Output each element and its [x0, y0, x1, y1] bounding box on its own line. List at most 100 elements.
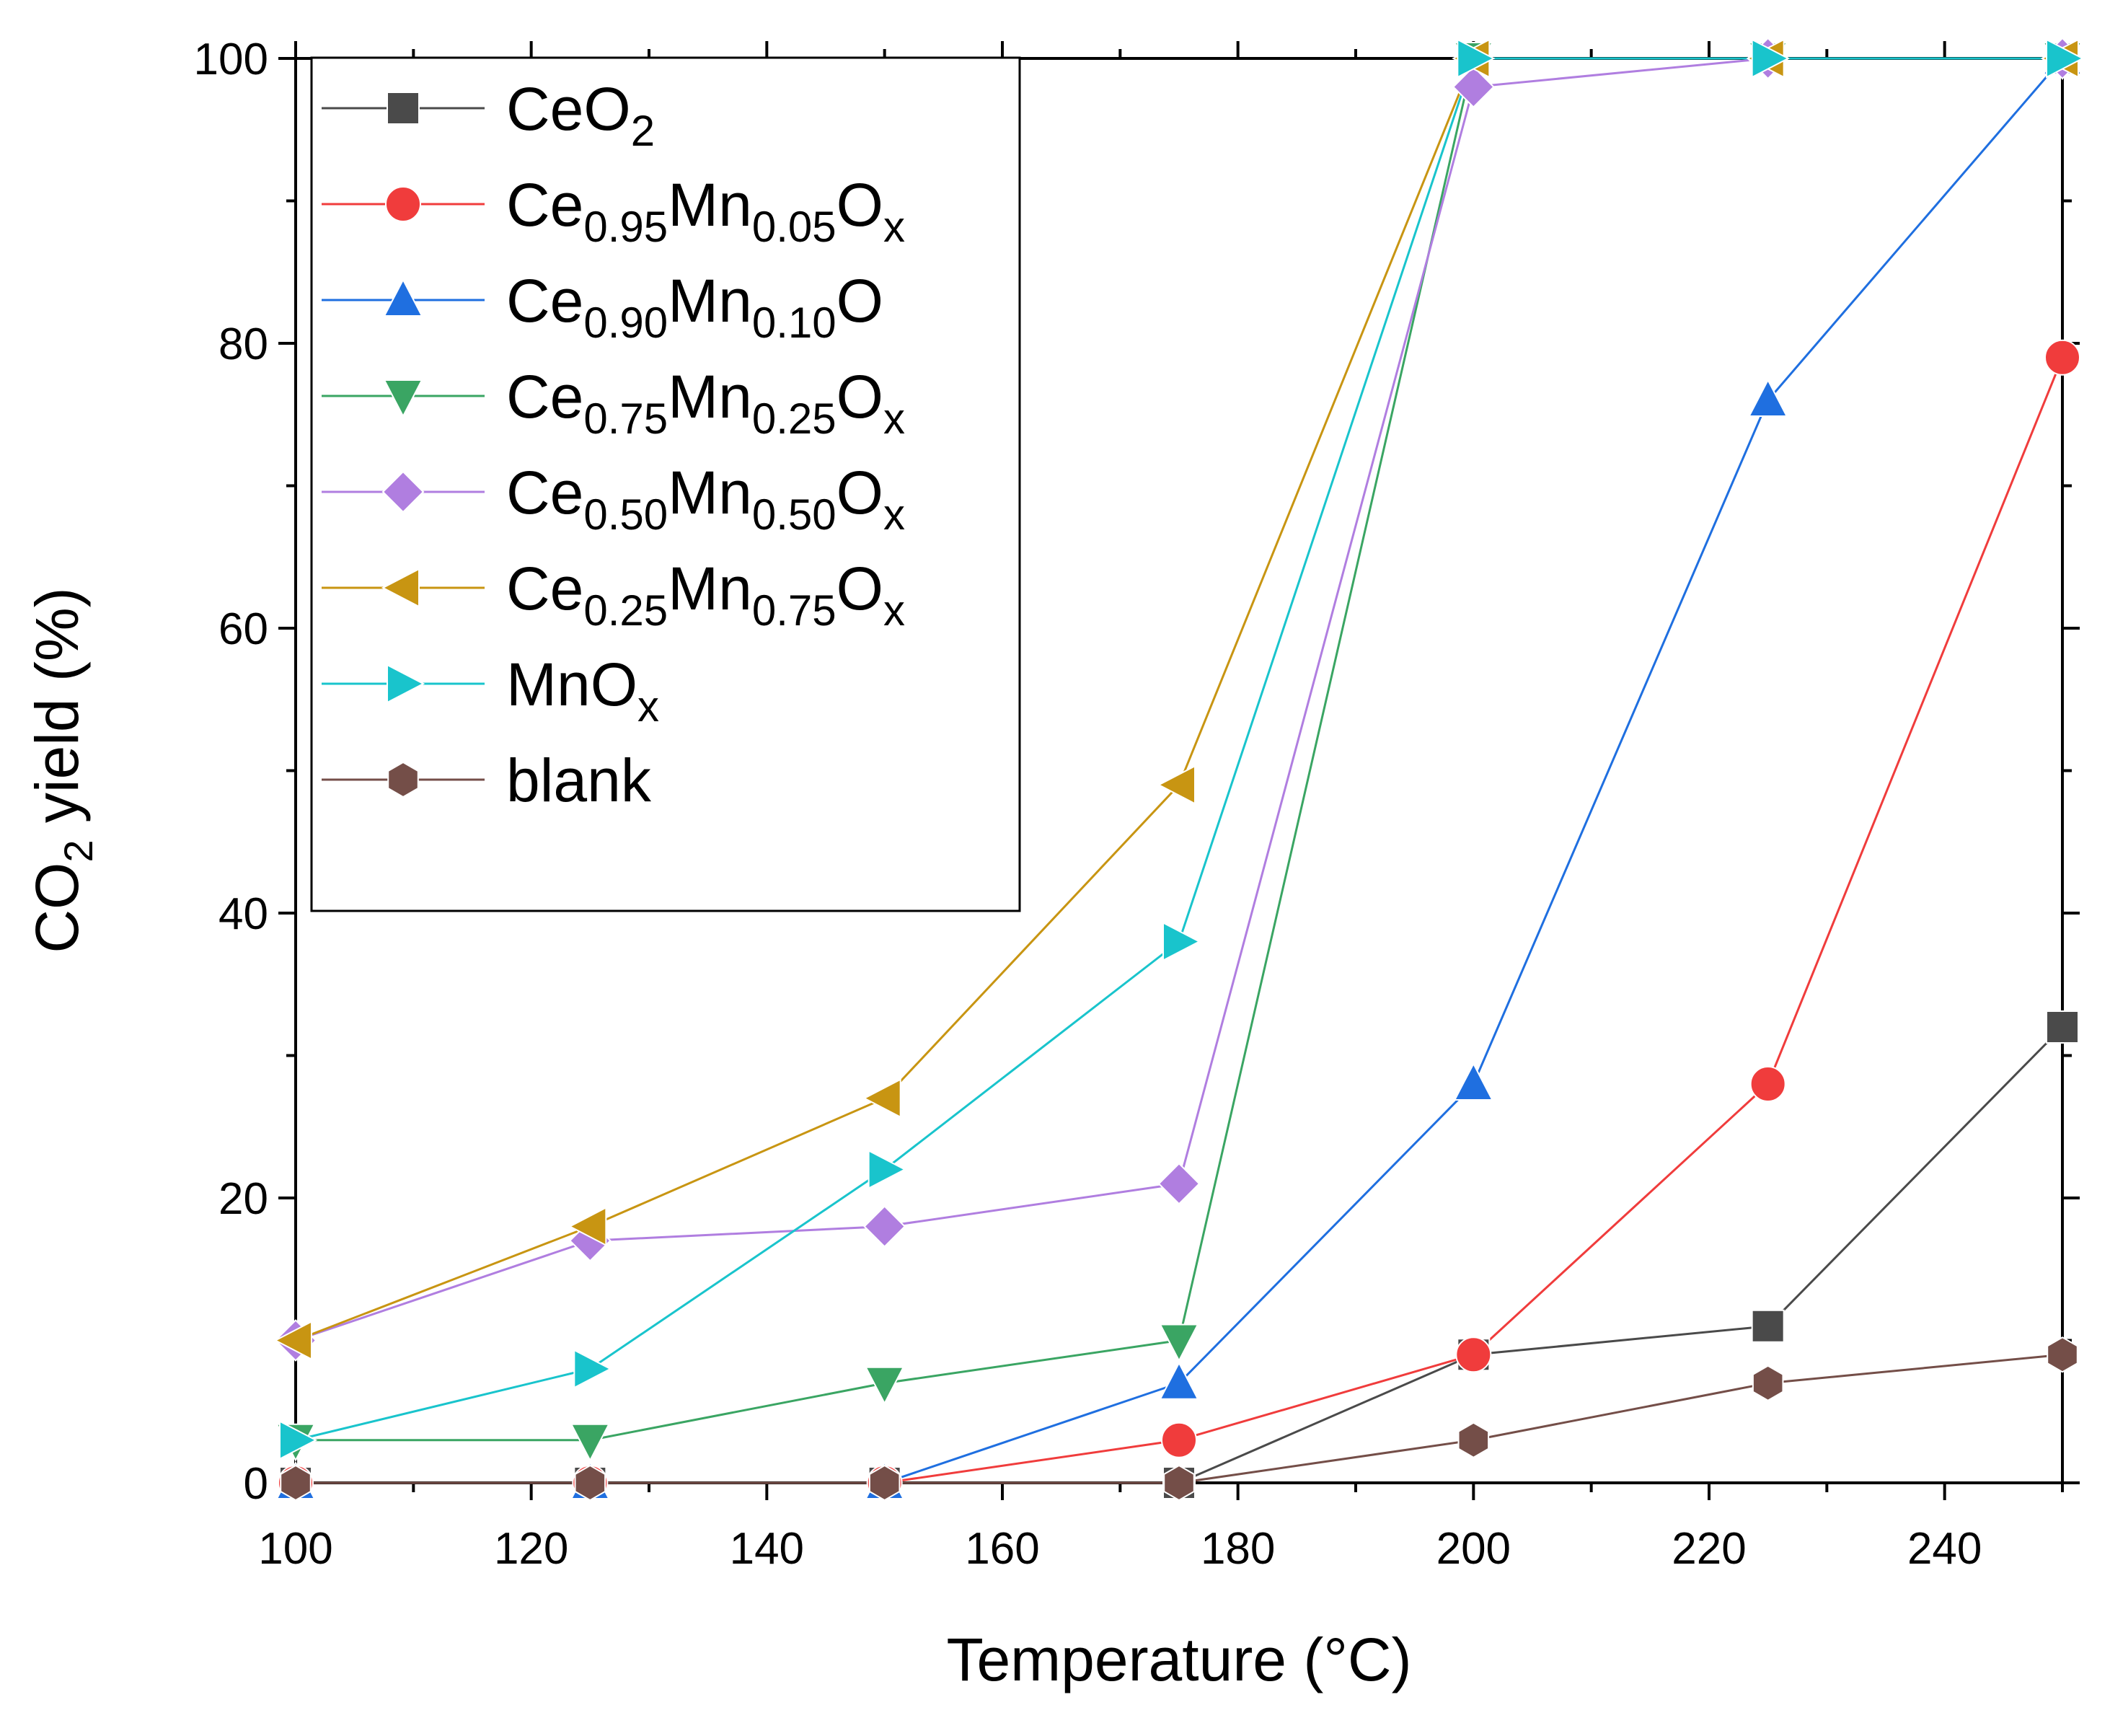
legend-label-subscript: 0.50: [752, 490, 837, 539]
data-point-blank: [280, 1464, 312, 1502]
legend-box: [310, 56, 1021, 912]
x-tick-label: 220: [1672, 1524, 1746, 1574]
legend-label-text: O: [837, 555, 883, 622]
data-point-blank: [2047, 1336, 2078, 1373]
legend-label-subscript: x: [883, 490, 905, 539]
legend-label-text: O: [837, 363, 883, 431]
data-point-ce0-90mn0-10o: [1159, 1361, 1199, 1400]
y-axis-title-rest: yield (%): [23, 587, 91, 840]
data-point-ce0-95mn0-05ox: [1749, 1066, 1786, 1102]
legend-label-ceo2: CeO2: [506, 75, 655, 155]
legend-label-text: O: [837, 267, 883, 335]
data-point-mnox: [1751, 38, 1790, 79]
data-point-ce0-25mn0-75ox: [273, 1320, 312, 1361]
legend-label-subscript: 0.25: [583, 586, 668, 635]
data-point-blank: [1457, 1422, 1490, 1458]
legend-label-ce0-50mn0-50ox: Ce0.50Mn0.50Ox: [506, 459, 905, 539]
legend-label-ce0-90mn0-10o: Ce0.90Mn0.10O: [506, 267, 883, 347]
legend-label-mnox: MnOx: [506, 651, 659, 731]
legend-label-subscript: 0.95: [583, 203, 668, 251]
legend-label-text: Ce: [506, 267, 583, 335]
data-point-ce0-50mn0-50ox: [863, 1205, 906, 1248]
legend: CeO2Ce0.95Mn0.05OxCe0.90Mn0.10OCe0.75Mn0…: [310, 56, 1021, 912]
legend-label-text: Mn: [668, 171, 752, 239]
legend-marker-mnox: [387, 664, 425, 704]
y-tick-label: 20: [218, 1174, 268, 1224]
legend-label-subscript: 2: [631, 107, 655, 155]
legend-marker-ce0-75mn0-25ox: [383, 379, 423, 418]
legend-label-subscript: x: [883, 395, 905, 443]
data-point-mnox: [868, 1149, 906, 1190]
data-point-blank: [574, 1464, 606, 1502]
y-tick-label: 60: [218, 604, 268, 654]
data-point-mnox: [1457, 38, 1496, 79]
data-point-mnox: [2046, 38, 2085, 79]
legend-label-subscript: 0.75: [583, 395, 668, 443]
y-axis-title: CO2 yield (%): [23, 587, 101, 953]
legend-label-text: Mn: [668, 555, 752, 622]
legend-label-text: Mn: [668, 267, 752, 335]
y-tick-label: 80: [218, 320, 268, 369]
data-point-ce0-25mn0-75ox: [862, 1078, 901, 1119]
data-point-ceo2: [1751, 1309, 1785, 1343]
data-point-mnox: [573, 1349, 612, 1389]
data-point-ce0-75mn0-25ox: [1159, 1323, 1199, 1362]
data-point-ce0-90mn0-10o: [1748, 378, 1788, 417]
data-point-ce0-95mn0-05ox: [1161, 1422, 1197, 1458]
data-point-ceo2: [2046, 1010, 2079, 1044]
legend-label-text: O: [583, 75, 630, 143]
legend-label-text: Ce: [506, 363, 583, 431]
data-point-ce0-95mn0-05ox: [1455, 1336, 1492, 1373]
x-tick-label: 120: [494, 1524, 568, 1574]
data-point-blank: [1163, 1464, 1195, 1502]
legend-label-text: Ce: [506, 459, 583, 526]
data-point-ce0-25mn0-75ox: [1157, 765, 1196, 805]
data-point-mnox: [1162, 921, 1201, 962]
legend-label-text: Ce: [506, 75, 583, 143]
x-tick-label: 240: [1907, 1524, 1982, 1574]
y-axis-title-main: CO: [23, 863, 91, 953]
legend-label-text: Ce: [506, 171, 583, 239]
legend-label-text: O: [837, 459, 883, 526]
x-tick-label: 100: [258, 1524, 332, 1574]
legend-marker-ce0-90mn0-10o: [383, 278, 423, 317]
legend-label-text: Mn: [668, 363, 752, 431]
data-point-blank: [868, 1464, 901, 1502]
legend-label-ce0-75mn0-25ox: Ce0.75Mn0.25Ox: [506, 363, 905, 443]
series-line-ceo2: [296, 1026, 2064, 1484]
legend-label-text: Mn: [668, 459, 752, 526]
data-point-ce0-95mn0-05ox: [2044, 339, 2080, 376]
legend-label-subscript: 0.75: [752, 586, 837, 635]
legend-label-ce0-95mn0-05ox: Ce0.95Mn0.05Ox: [506, 171, 905, 251]
data-point-ce0-75mn0-25ox: [570, 1423, 610, 1462]
x-axis-title: Temperature (°C): [946, 1626, 1411, 1693]
data-point-ce0-25mn0-75ox: [568, 1206, 607, 1247]
legend-label-blank: blank: [506, 746, 652, 814]
legend-label-subscript: x: [637, 682, 659, 731]
legend-label-subscript: x: [883, 203, 905, 251]
legend-label-subscript: 0.25: [752, 395, 837, 443]
y-tick-label: 0: [244, 1459, 268, 1509]
x-tick-label: 160: [965, 1524, 1039, 1574]
x-tick-label: 140: [730, 1524, 804, 1574]
data-point-ce0-90mn0-10o: [1453, 1062, 1493, 1101]
x-tick-label: 180: [1201, 1524, 1275, 1574]
data-point-ce0-50mn0-50ox: [1452, 66, 1495, 108]
legend-marker-ce0-25mn0-75ox: [381, 568, 420, 608]
legend-marker-blank: [387, 761, 419, 798]
data-point-mnox: [279, 1420, 318, 1460]
legend-label-ce0-25mn0-75ox: Ce0.25Mn0.75Ox: [506, 555, 905, 635]
legend-label-text: MnO: [506, 651, 637, 718]
data-point-blank: [1752, 1365, 1784, 1401]
legend-label-text: O: [837, 171, 883, 239]
legend-label-text: blank: [506, 746, 652, 814]
legend-marker-ce0-50mn0-50ox: [381, 470, 425, 514]
legend-marker-ceo2: [387, 92, 420, 125]
legend-label-subscript: 0.90: [583, 299, 668, 347]
legend-label-subscript: 0.10: [752, 299, 837, 347]
legend-label-text: Ce: [506, 555, 583, 622]
legend-label-subscript: x: [883, 586, 905, 635]
data-point-ce0-75mn0-25ox: [865, 1366, 905, 1405]
x-tick-label: 200: [1436, 1524, 1511, 1574]
